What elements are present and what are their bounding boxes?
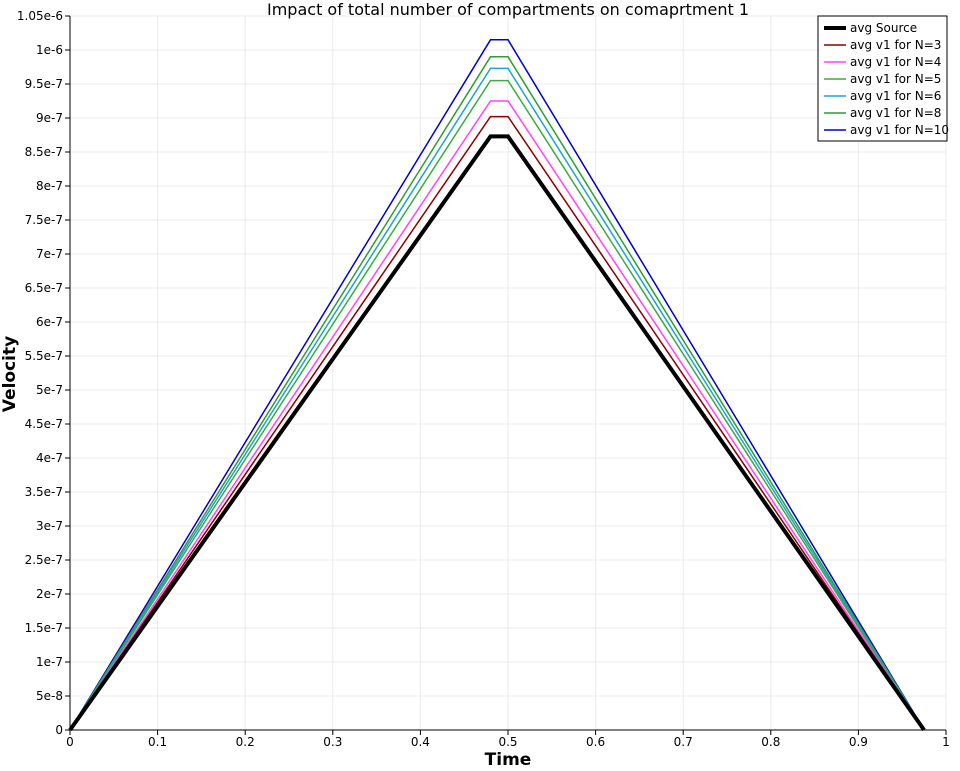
x-tick-label: 0.2 xyxy=(236,735,255,749)
y-ticks: 0 5e-8 1e-7 1.5e-7 2e-7 2.5e-7 3e-7 3.5e-7 4e-7 4… xyxy=(17,9,70,737)
x-tick-label: 0.8 xyxy=(761,735,780,749)
x-tick-label: 0.5 xyxy=(498,735,517,749)
y-tick-label: 7.5e-7 xyxy=(25,213,63,227)
x-ticks: 0 0.1 0.2 0.3 0.4 0.5 0.6 0.7 0.8 0.9 1 xyxy=(66,730,950,749)
x-tick-label: 0.9 xyxy=(849,735,868,749)
legend-label: avg v1 for N=10 xyxy=(850,123,949,137)
series-line-5 xyxy=(69,56,925,731)
y-tick-label: 5.5e-7 xyxy=(25,349,63,363)
series-line-1 xyxy=(69,115,925,731)
y-tick-label: 9.5e-7 xyxy=(25,77,63,91)
y-tick-label: 3.5e-7 xyxy=(25,485,63,499)
y-tick-label: 3e-7 xyxy=(36,519,63,533)
y-axis-title: Velocity xyxy=(0,336,20,412)
y-tick-label: 1e-7 xyxy=(36,655,63,669)
legend-label: avg v1 for N=4 xyxy=(850,55,941,69)
y-tick-label: 2.5e-7 xyxy=(25,553,63,567)
x-tick-label: 1 xyxy=(942,735,950,749)
y-tick-label: 4e-7 xyxy=(36,451,63,465)
y-tick-label: 6.5e-7 xyxy=(25,281,63,295)
x-tick-label: 0.1 xyxy=(148,735,167,749)
series xyxy=(68,39,926,732)
series-line-6 xyxy=(69,39,925,731)
legend-label: avg v1 for N=8 xyxy=(850,106,941,120)
y-tick-label: 8.5e-7 xyxy=(25,145,63,159)
y-tick-label: 5e-7 xyxy=(36,383,63,397)
x-tick-label: 0.4 xyxy=(411,735,430,749)
series-line-0 xyxy=(68,134,926,732)
y-tick-label: 9e-7 xyxy=(36,111,63,125)
y-tick-label: 8e-7 xyxy=(36,179,63,193)
x-tick-label: 0.6 xyxy=(586,735,605,749)
y-tick-label: 6e-7 xyxy=(36,315,63,329)
y-tick-label: 0 xyxy=(55,723,63,737)
x-tick-label: 0.7 xyxy=(674,735,693,749)
y-tick-label: 1.05e-6 xyxy=(17,9,63,23)
series-line-4 xyxy=(69,67,925,731)
series-line-2 xyxy=(69,100,925,731)
x-axis-title: Time xyxy=(485,750,532,770)
y-tick-label: 1e-6 xyxy=(36,43,63,57)
y-tick-label: 7e-7 xyxy=(36,247,63,261)
x-tick-label: 0.3 xyxy=(323,735,342,749)
legend-label: avg Source xyxy=(850,21,917,35)
legend-label: avg v1 for N=6 xyxy=(850,89,941,103)
legend-label: avg v1 for N=5 xyxy=(850,72,941,86)
y-tick-label: 5e-8 xyxy=(36,689,63,703)
legend-label: avg v1 for N=3 xyxy=(850,38,941,52)
y-tick-label: 4.5e-7 xyxy=(25,417,63,431)
legend: avg Source avg v1 for N=3 avg v1 for N=4 av… xyxy=(817,15,949,142)
series-line-3 xyxy=(69,79,925,731)
y-tick-label: 1.5e-7 xyxy=(25,621,63,635)
x-tick-label: 0 xyxy=(66,735,74,749)
chart-title: Impact of total number of compartments o… xyxy=(267,0,749,19)
grid xyxy=(69,15,947,731)
y-tick-label: 2e-7 xyxy=(36,587,63,601)
